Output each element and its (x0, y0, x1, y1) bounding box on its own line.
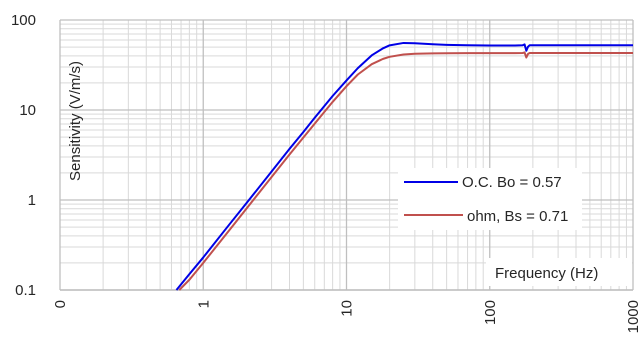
x-axis-title: Frequency (Hz) (495, 265, 598, 282)
x-tick-label: 0 (52, 300, 69, 308)
y-tick-label: 10 (19, 102, 36, 119)
legend: O.C. Bo = 0.57 ohm, Bs = 0.71 (398, 168, 582, 230)
y-axis-title: Sensitivity (V/m/s) (67, 61, 84, 181)
y-tick-label: 0.1 (15, 282, 36, 299)
x-axis-title-background (486, 258, 632, 286)
legend-label-series-1: O.C. Bo = 0.57 (462, 174, 562, 191)
legend-label-series-2: ohm, Bs = 0.71 (467, 208, 568, 225)
x-tick-label: 1000 (625, 300, 638, 333)
x-tick-label: 100 (482, 300, 499, 325)
y-tick-label: 100 (11, 12, 36, 29)
y-tick-label: 1 (28, 192, 36, 209)
x-tick-label: 10 (339, 300, 356, 317)
x-tick-label: 1 (195, 300, 212, 308)
series-line-2 (178, 51, 633, 291)
series-lines (175, 41, 633, 291)
series-line-1 (175, 41, 633, 291)
legend-background (398, 168, 582, 230)
